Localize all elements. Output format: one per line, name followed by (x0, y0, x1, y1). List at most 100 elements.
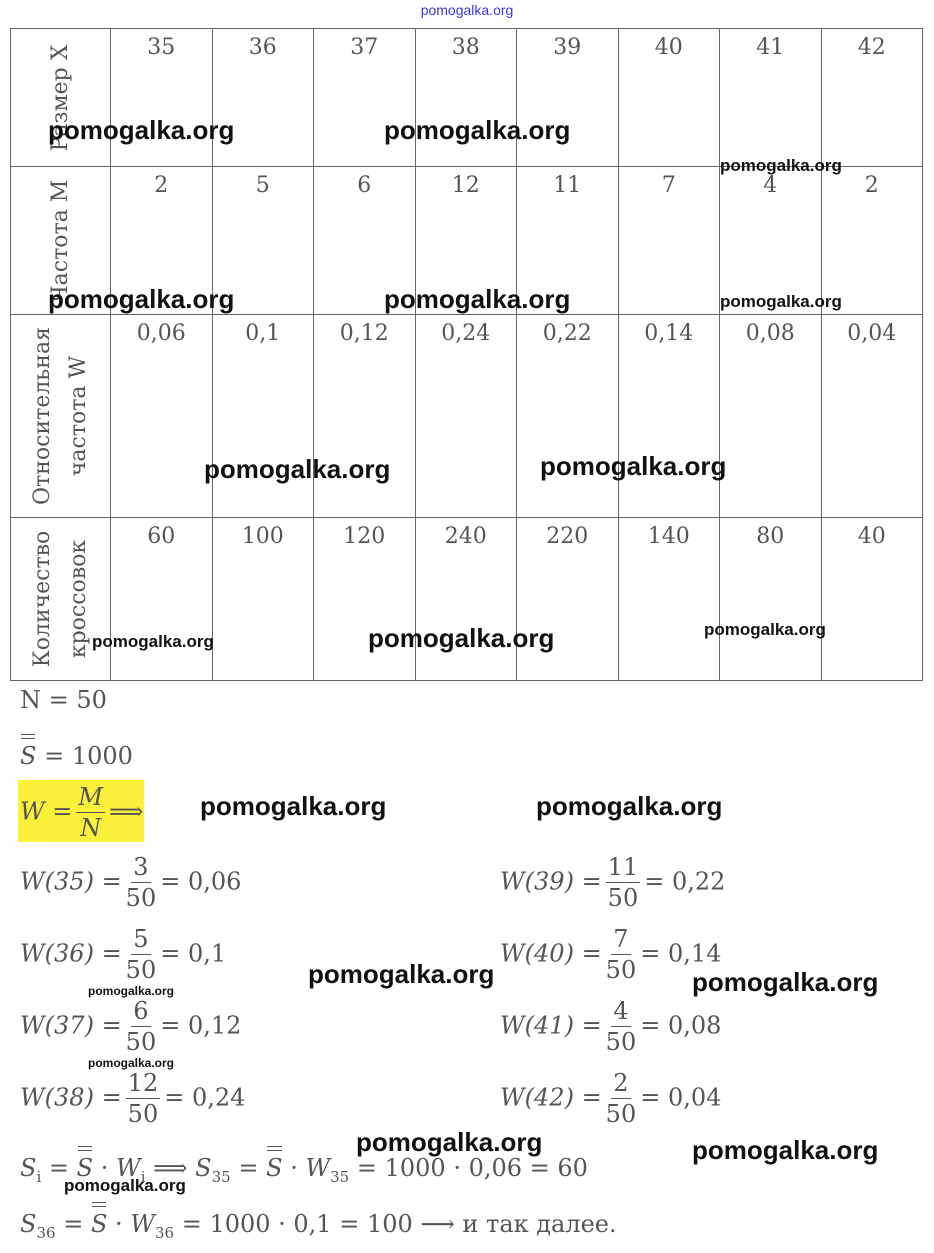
subscript: 35 (330, 1167, 350, 1186)
subscript: i (36, 1167, 42, 1186)
w-def-arrow: ⟹ (108, 797, 144, 826)
w-formula-num: 7 (611, 926, 631, 956)
row-header: Относительная частота W (10, 314, 111, 518)
w-formula: W(37) = 6 50 = 0,12 (20, 998, 241, 1056)
w-formula: W(35) = 3 50 = 0,06 (20, 854, 241, 912)
w-formula-num: 4 (611, 998, 631, 1028)
watermark: pomogalka.org (88, 1056, 175, 1070)
watermark: pomogalka.org (720, 292, 842, 311)
table-cell: 37 (313, 28, 416, 167)
subscript: i (140, 1167, 146, 1186)
w-formula-result: = 0,06 (160, 867, 242, 896)
w-formula-num: 3 (131, 854, 151, 884)
w-factor: · W (290, 1154, 331, 1182)
w-formula: W(39) = 11 50 = 0,22 (500, 854, 725, 912)
s-mean-value: = 1000 (44, 742, 133, 770)
subscript: 36 (36, 1223, 56, 1242)
w-formula: W(40) = 7 50 = 0,14 (500, 926, 721, 984)
equals: = (48, 1154, 70, 1182)
w-formula-num: 2 (611, 1070, 631, 1100)
table-cell: 4 (719, 166, 822, 315)
w-formula-den: 50 (125, 1028, 157, 1057)
s-35-result: = 1000 · 0,06 = 60 (356, 1154, 588, 1182)
table-cell: 0,12 (313, 314, 416, 518)
s-double-bar-symbol: S (266, 1146, 283, 1182)
table-cell: 6 (313, 166, 416, 315)
watermark: pomogalka.org (204, 454, 391, 484)
w-formula-num: 12 (125, 1070, 161, 1100)
table-cell: 2 (820, 166, 923, 315)
w-formula-den: 50 (127, 1100, 159, 1129)
s-mean-formula: S = 1000 (20, 734, 133, 770)
table-row: Размер X 35 36 37 38 39 40 41 42 (10, 28, 923, 167)
watermark: pomogalka.org (200, 791, 387, 821)
w-formula-result: = 0,14 (640, 939, 722, 968)
w-formula-result: = 0,1 (160, 939, 227, 968)
table-cell: 40 (617, 28, 720, 167)
watermark: pomogalka.org (692, 1135, 879, 1165)
watermark: pomogalka.org (368, 623, 555, 653)
s-double-bar-symbol: S (76, 1146, 94, 1182)
top-watermark: pomogalka.org (420, 2, 514, 18)
table-cell: 41 (719, 28, 822, 167)
s-double-bar-symbol: S (90, 1202, 108, 1238)
watermark: pomogalka.org (48, 284, 235, 314)
table-cell: 7 (617, 166, 720, 315)
watermark: pomogalka.org (536, 791, 723, 821)
s-double-bar-symbol: S (20, 734, 37, 770)
row-header-line: частота W (65, 355, 91, 477)
frequency-table: Размер X 35 36 37 38 39 40 41 42 Частота M 2 5 6 12 11… (10, 28, 923, 681)
s-36-symbol: S (20, 1210, 37, 1238)
table-cell: 0,04 (820, 314, 923, 518)
row-header: Частота M (10, 166, 111, 315)
w-factor: · W (100, 1154, 141, 1182)
watermark: pomogalka.org (384, 115, 571, 145)
table-row: Относительная частота W 0,06 0,1 0,12 0,24 0,2… (10, 314, 923, 518)
table-cell: 12 (414, 166, 517, 315)
s-formula-line2: S36 = S · W36 = 1000 · 0,1 = 100 ⟶ и так… (20, 1202, 617, 1242)
w-formula-lhs: W(37) = (20, 1011, 122, 1040)
w-def-den: N (80, 814, 102, 843)
table-cell: 120 (313, 517, 416, 681)
s-36-result: = 1000 · 0,1 = 100 ⟶ и так далее. (181, 1210, 617, 1238)
w-formula-result: = 0,24 (164, 1083, 246, 1112)
table-cell: 42 (820, 28, 923, 167)
n-formula: N = 50 (20, 686, 107, 714)
watermark: pomogalka.org (92, 632, 214, 651)
w-formula-lhs: W(39) = (500, 867, 602, 896)
w-formula-lhs: W(41) = (500, 1011, 602, 1040)
w-formula-den: 50 (605, 1028, 637, 1057)
table-cell: 39 (516, 28, 619, 167)
row-header-line: Количество (29, 530, 55, 668)
watermark: pomogalka.org (692, 967, 879, 997)
w-formula-lhs: W(36) = (20, 939, 122, 968)
table-cell: 38 (414, 28, 517, 167)
table-cell: 220 (516, 517, 619, 681)
equals: = (238, 1154, 259, 1182)
row-header-line: Относительная (29, 327, 55, 505)
s-i-symbol: S (20, 1154, 37, 1182)
watermark: pomogalka.org (48, 115, 235, 145)
w-formula-num: 5 (131, 926, 151, 956)
table-cell: 5 (211, 166, 314, 315)
table-row: Частота M 2 5 6 12 11 7 4 2 (10, 166, 923, 315)
subscript: 36 (154, 1223, 175, 1242)
w-def-lhs: W = (20, 797, 73, 826)
table-cell: 60 (110, 517, 213, 681)
s-35-symbol: ⟹ S (153, 1154, 212, 1182)
w-formula-result: = 0,22 (644, 867, 726, 896)
w-def-num: M (76, 784, 105, 814)
watermark: pomogalka.org (384, 284, 571, 314)
table-cell: 11 (516, 166, 619, 315)
table-cell: 240 (414, 517, 517, 681)
w-formula: W(38) = 12 50 = 0,24 (20, 1070, 245, 1128)
w-formula-result: = 0,12 (160, 1011, 242, 1040)
table-cell: 0,08 (719, 314, 822, 518)
w-formula-result: = 0,08 (640, 1011, 722, 1040)
table-cell: 0,1 (211, 314, 314, 518)
row-header-label: Количество кроссовок (25, 531, 97, 668)
w-formula-lhs: W(35) = (20, 867, 122, 896)
w-formula: W(41) = 4 50 = 0,08 (500, 998, 721, 1056)
watermark: pomogalka.org (64, 1176, 186, 1195)
w-formula-den: 50 (605, 1100, 637, 1129)
